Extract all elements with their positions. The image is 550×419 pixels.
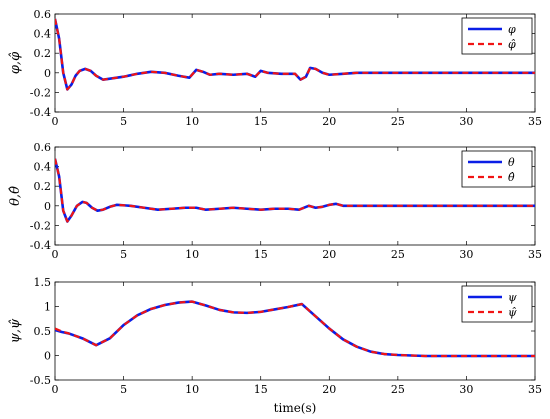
legend-box [461, 17, 533, 55]
x-tick-label: 15 [254, 115, 268, 128]
y-tick-label: -0.5 [30, 374, 51, 387]
x-tick-label: 20 [322, 383, 336, 396]
y-tick-label: 0.2 [34, 47, 52, 60]
x-tick-label: 0 [52, 248, 59, 261]
legend-entry: ψ̂ [508, 306, 517, 319]
chart-panel-2: 0 5 10 15 20 25 30 35 -0.4 -0.2 0 0.2 0.4 0.6 θ,θ̂ θ θ̂ [8, 141, 542, 261]
chart-panel-3: 0 5 10 15 20 25 30 35-0.500.511.5ψ,ψ̂time(s)ψψ̂ [8, 276, 542, 415]
x-tick-label: 25 [391, 248, 405, 261]
x-tick-label: 25 [391, 383, 405, 396]
y-tick-label: 0.4 [34, 161, 52, 174]
y-tick-label: 1 [44, 301, 51, 314]
legend-entry: ψ [508, 291, 517, 304]
x-tick-label: 10 [185, 383, 199, 396]
chart-panel-1: 0 5 10 15 20 25 30 35 -0.4 -0.2 0 0.2 0.4 0.6 φ,φ̂ φ φ̂ [8, 8, 542, 128]
series-line-estimate [55, 18, 535, 91]
plot-area [54, 13, 536, 113]
legend-box [461, 150, 533, 188]
x-tick-label: 5 [120, 115, 127, 128]
x-tick-label: 10 [185, 115, 199, 128]
x-tick-label: 25 [391, 115, 405, 128]
y-tick-label: 0.6 [34, 8, 52, 21]
y-tick-label: -0.4 [30, 239, 51, 252]
x-tick-label: 15 [254, 383, 268, 396]
y-axis-label: φ,φ̂ [8, 51, 23, 74]
plot-area [54, 281, 536, 381]
y-tick-label: 0.5 [34, 325, 52, 338]
x-tick-label: 35 [528, 248, 542, 261]
y-tick-label: 0 [44, 350, 51, 363]
x-tick-label: 20 [322, 248, 336, 261]
legend: φ φ̂ [461, 17, 533, 55]
legend-box [461, 285, 533, 323]
x-axis-label: time(s) [274, 401, 317, 415]
series-line-estimate [55, 300, 535, 358]
x-tick-label: 0 [52, 383, 59, 396]
x-tick-label: 5 [120, 383, 127, 396]
y-tick-label: 1.5 [34, 276, 52, 289]
legend-entry: φ [508, 23, 516, 36]
y-tick-label: 0 [44, 200, 51, 213]
plot-area [54, 146, 536, 246]
legend-entry: θ [508, 156, 515, 169]
y-tick-label: 0 [44, 67, 51, 80]
y-axis-label: θ,θ̂ [8, 186, 23, 206]
x-tick-label: 30 [459, 115, 473, 128]
x-tick-label: 30 [459, 248, 473, 261]
legend: ψ ψ̂ [461, 285, 533, 323]
series-line-estimate [55, 158, 535, 223]
x-tick-label: 30 [459, 383, 473, 396]
y-axis-label: ψ,ψ̂ [8, 318, 23, 343]
y-tick-label: -0.2 [30, 219, 51, 232]
y-tick-label: 0.4 [34, 28, 52, 41]
x-tick-label: 5 [120, 248, 127, 261]
x-tick-label: 15 [254, 248, 268, 261]
x-tick-label: 20 [322, 115, 336, 128]
x-tick-label: 10 [185, 248, 199, 261]
y-tick-label: -0.4 [30, 106, 51, 119]
x-tick-label: 35 [528, 383, 542, 396]
y-tick-label: -0.2 [30, 86, 51, 99]
x-tick-label: 0 [52, 115, 59, 128]
y-tick-label: 0.2 [34, 180, 52, 193]
legend-entry: φ̂ [508, 38, 516, 51]
legend: θ θ̂ [461, 150, 533, 188]
x-tick-label: 35 [528, 115, 542, 128]
y-tick-label: 0.6 [34, 141, 52, 154]
legend-entry: θ̂ [508, 171, 515, 184]
